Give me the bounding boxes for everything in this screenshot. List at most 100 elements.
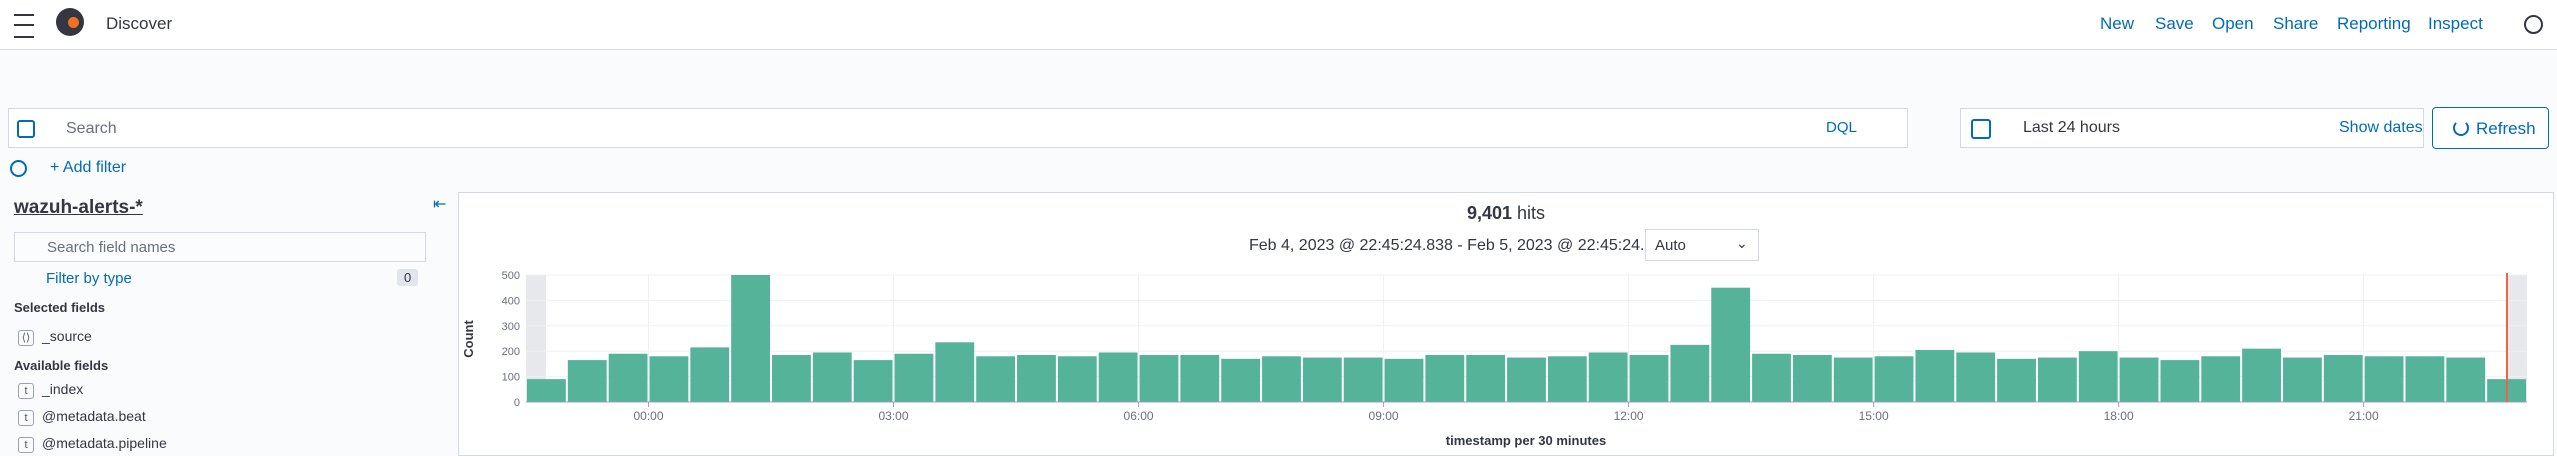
bar <box>1507 357 1546 402</box>
menu-item[interactable]: Share <box>2273 14 2319 33</box>
filter-icon[interactable] <box>10 160 27 177</box>
field-type: t <box>18 437 34 453</box>
bar <box>2446 357 2486 402</box>
bar <box>772 355 811 402</box>
menu-item[interactable]: Reporting <box>2337 14 2411 33</box>
bar <box>1792 355 1832 402</box>
bar <box>567 360 607 402</box>
filter-by-type[interactable]: Filter by type <box>46 270 132 287</box>
menu-item[interactable]: Open <box>2212 14 2254 33</box>
bar <box>1997 358 2036 402</box>
x-tick-label: 18:00 <box>2104 409 2134 423</box>
menu-item[interactable]: Inspect <box>2428 14 2483 33</box>
bar <box>2078 351 2118 402</box>
bar <box>1017 355 1056 402</box>
bar <box>1629 355 1669 402</box>
calendar-icon[interactable] <box>1971 119 1991 139</box>
language-toggle[interactable]: DQL <box>1826 119 1857 136</box>
bar <box>527 379 566 402</box>
x-tick-label: 21:00 <box>2349 409 2379 423</box>
x-tick-label: 06:00 <box>1124 409 1154 423</box>
bar <box>1384 358 1424 402</box>
y-tick-label: 0 <box>514 397 520 409</box>
field[interactable]: t @metadata.pipeline <box>18 435 167 453</box>
bar <box>894 353 934 402</box>
hits: 9,401 hits <box>459 203 2553 224</box>
hits-label: hits <box>1517 203 1546 223</box>
field[interactable]: ⟨⟩ _source <box>18 328 92 346</box>
interval-value: Auto <box>1655 237 1686 254</box>
bar <box>2201 356 2241 402</box>
index-pattern[interactable]: wazuh-alerts-* <box>14 197 143 218</box>
bar <box>1956 352 1996 402</box>
y-tick-label: 100 <box>502 372 520 384</box>
field[interactable]: t _index <box>18 381 83 399</box>
bar <box>1262 356 1301 402</box>
help-icon[interactable] <box>2524 15 2543 34</box>
time-range-label: Feb 4, 2023 @ 22:45:24.838 - Feb 5, 2023… <box>1249 237 1672 254</box>
bar <box>1752 353 1791 402</box>
bar <box>2037 357 2077 402</box>
x-tick-label: 09:00 <box>1369 409 1399 423</box>
section-title: Available fields <box>14 358 109 373</box>
bar <box>608 353 648 402</box>
menu-item[interactable]: Save <box>2155 14 2194 33</box>
bar <box>649 356 689 402</box>
field-name: _source <box>42 328 92 344</box>
field-name: @metadata.pipeline <box>42 435 167 451</box>
chart: Count timestamp per 30 minutes 0 100 200 30… <box>461 270 2527 448</box>
x-tick-label: 12:00 <box>1614 409 1644 423</box>
bar <box>2160 360 2200 402</box>
date-picker[interactable]: Last 24 hours Show dates <box>1960 108 2424 148</box>
bar <box>1425 355 1465 402</box>
collapse-icon[interactable]: ⇤ <box>433 196 447 213</box>
refresh-label: Refresh <box>2476 119 2536 138</box>
bar <box>731 275 771 402</box>
logo[interactable] <box>56 8 84 36</box>
bar <box>1343 357 1383 402</box>
bar <box>1547 356 1587 402</box>
menu-item[interactable]: New <box>2100 14 2135 33</box>
bar <box>2364 356 2404 402</box>
field-search[interactable]: Search field names <box>14 232 426 262</box>
refresh-button[interactable]: Refresh <box>2432 107 2549 149</box>
y-tick-label: 200 <box>502 346 520 358</box>
filter-count: 0 <box>397 269 419 286</box>
y-tick-label: 300 <box>502 321 520 333</box>
show-dates[interactable]: Show dates <box>2339 119 2423 136</box>
bar <box>1098 352 1138 402</box>
bar <box>2119 357 2159 402</box>
chevron: ⌄ <box>1736 235 1748 251</box>
hits-count: 9,401 <box>1466 203 1512 223</box>
bar <box>1221 358 1261 402</box>
bar <box>1833 357 1873 402</box>
add-filter[interactable]: + Add filter <box>50 159 127 176</box>
menu-icon[interactable] <box>14 14 34 38</box>
out-of-range-shade <box>526 275 546 402</box>
bar <box>2242 348 2281 402</box>
bar <box>935 342 975 402</box>
bar <box>976 356 1016 402</box>
bar <box>1057 356 1097 402</box>
bar <box>2323 355 2363 402</box>
refresh-icon <box>2453 120 2469 136</box>
field-type: t <box>18 383 34 399</box>
field-type: t <box>18 410 34 426</box>
y-axis-label: Count <box>461 320 476 358</box>
saved-query-icon[interactable] <box>17 120 35 138</box>
bar <box>1874 356 1914 402</box>
interval-select[interactable]: Auto ⌄ <box>1645 229 1759 261</box>
bar <box>1302 357 1342 402</box>
bar <box>2405 356 2445 402</box>
field[interactable]: t @metadata.beat <box>18 408 146 426</box>
field-name: @metadata.beat <box>42 408 146 424</box>
x-tick-label: 00:00 <box>633 409 663 423</box>
time-range: Last 24 hours <box>2023 119 2120 136</box>
bar <box>2282 357 2322 402</box>
search-bar[interactable]: Search DQL <box>8 108 1908 148</box>
bar <box>690 347 730 402</box>
x-axis-label: timestamp per 30 minutes <box>1446 433 1606 448</box>
chart-panel: 9,401 hits Feb 4, 2023 @ 22:45:24.838 - … <box>458 192 2554 456</box>
top-bar: Discover New Save Open Share Reporting I… <box>0 0 2557 50</box>
